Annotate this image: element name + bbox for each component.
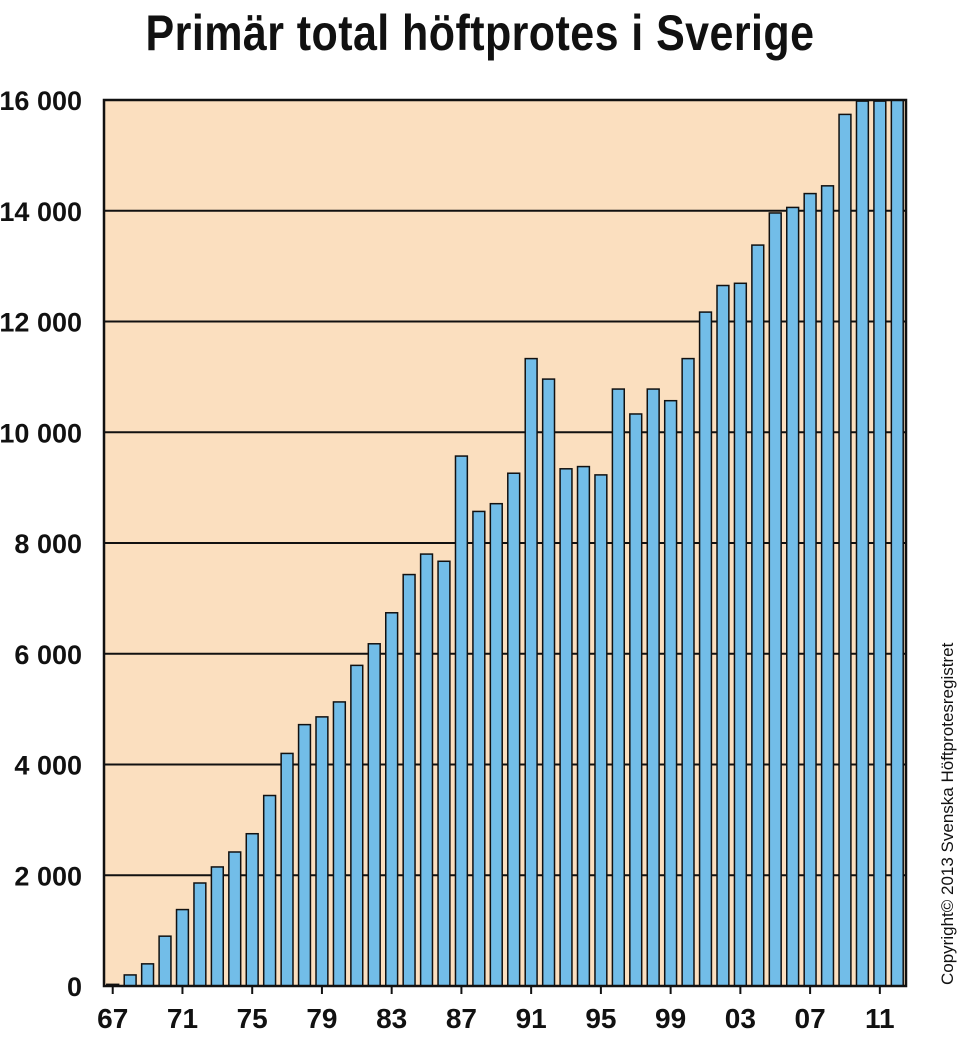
copyright-note: Copyright© 2013 Svenska Höftprotesregist… xyxy=(938,642,957,985)
y-axis-ticks: 0 2 000 4 000 6 000 8 000 10 000 12 000 14 000 1… xyxy=(0,86,82,1002)
bar xyxy=(262,794,277,987)
bar xyxy=(193,882,207,987)
bar xyxy=(437,560,451,987)
y-tick-label: 4 000 xyxy=(14,751,82,781)
y-tick-label: 6 000 xyxy=(14,640,82,670)
x-tick-label: 95 xyxy=(585,1003,616,1034)
x-tick-label: 91 xyxy=(516,1003,547,1034)
y-tick-label: 12 000 xyxy=(0,308,82,338)
bar xyxy=(785,206,800,987)
bar xyxy=(123,974,137,987)
bar xyxy=(140,963,155,987)
bar xyxy=(803,192,817,987)
bar xyxy=(629,413,643,987)
y-tick-label: 16 000 xyxy=(0,86,82,116)
bar xyxy=(873,100,887,987)
x-tick-label: 79 xyxy=(306,1003,337,1034)
bar xyxy=(559,468,573,987)
bars xyxy=(106,99,904,987)
x-axis-ticks: 67 71 75 79 83 87 91 95 99 03 07 11 xyxy=(97,986,895,1034)
x-tick-label: 11 xyxy=(865,1003,895,1034)
bar xyxy=(820,185,835,987)
bar xyxy=(210,866,225,987)
bar xyxy=(594,474,608,987)
bar xyxy=(855,100,870,987)
bar xyxy=(228,851,242,987)
x-tick-label: 75 xyxy=(237,1003,268,1034)
bar xyxy=(751,244,765,987)
bar xyxy=(716,284,730,987)
x-tick-label: 83 xyxy=(376,1003,407,1034)
bar xyxy=(245,832,259,987)
bar xyxy=(280,752,294,987)
y-tick-label: 10 000 xyxy=(0,418,82,448)
bar xyxy=(524,357,538,987)
y-tick-label: 8 000 xyxy=(14,529,82,559)
x-tick-label: 03 xyxy=(725,1003,756,1034)
bar xyxy=(890,99,904,987)
bar xyxy=(698,311,713,987)
bar xyxy=(402,573,416,987)
bar xyxy=(350,664,364,987)
bar xyxy=(489,502,503,987)
bar xyxy=(158,935,172,987)
bar xyxy=(576,465,591,987)
bar xyxy=(332,701,347,987)
y-tick-label: 2 000 xyxy=(14,861,82,891)
bar xyxy=(681,357,695,987)
bar xyxy=(838,113,852,987)
bar xyxy=(297,723,312,987)
x-tick-label: 99 xyxy=(655,1003,686,1034)
bar xyxy=(175,908,190,987)
x-tick-label: 87 xyxy=(446,1003,477,1034)
bar xyxy=(611,388,626,987)
x-tick-label: 07 xyxy=(795,1003,826,1034)
y-tick-label: 14 000 xyxy=(0,197,82,227)
x-tick-label: 67 xyxy=(97,1003,128,1034)
bar xyxy=(367,643,381,987)
bar xyxy=(472,510,486,987)
bar xyxy=(768,212,782,987)
bar xyxy=(419,553,434,987)
plot-frame xyxy=(102,98,908,988)
bar xyxy=(663,399,678,987)
bar xyxy=(733,282,748,987)
bar xyxy=(646,388,660,987)
y-tick-label: 0 xyxy=(67,972,82,1002)
bar xyxy=(315,716,329,987)
bar xyxy=(454,455,469,987)
bar xyxy=(541,378,556,987)
x-tick-label: 71 xyxy=(167,1003,198,1034)
bar xyxy=(384,612,399,987)
chart-title: Primär total höftprotes i Sverige xyxy=(145,5,815,61)
bar xyxy=(507,472,521,987)
